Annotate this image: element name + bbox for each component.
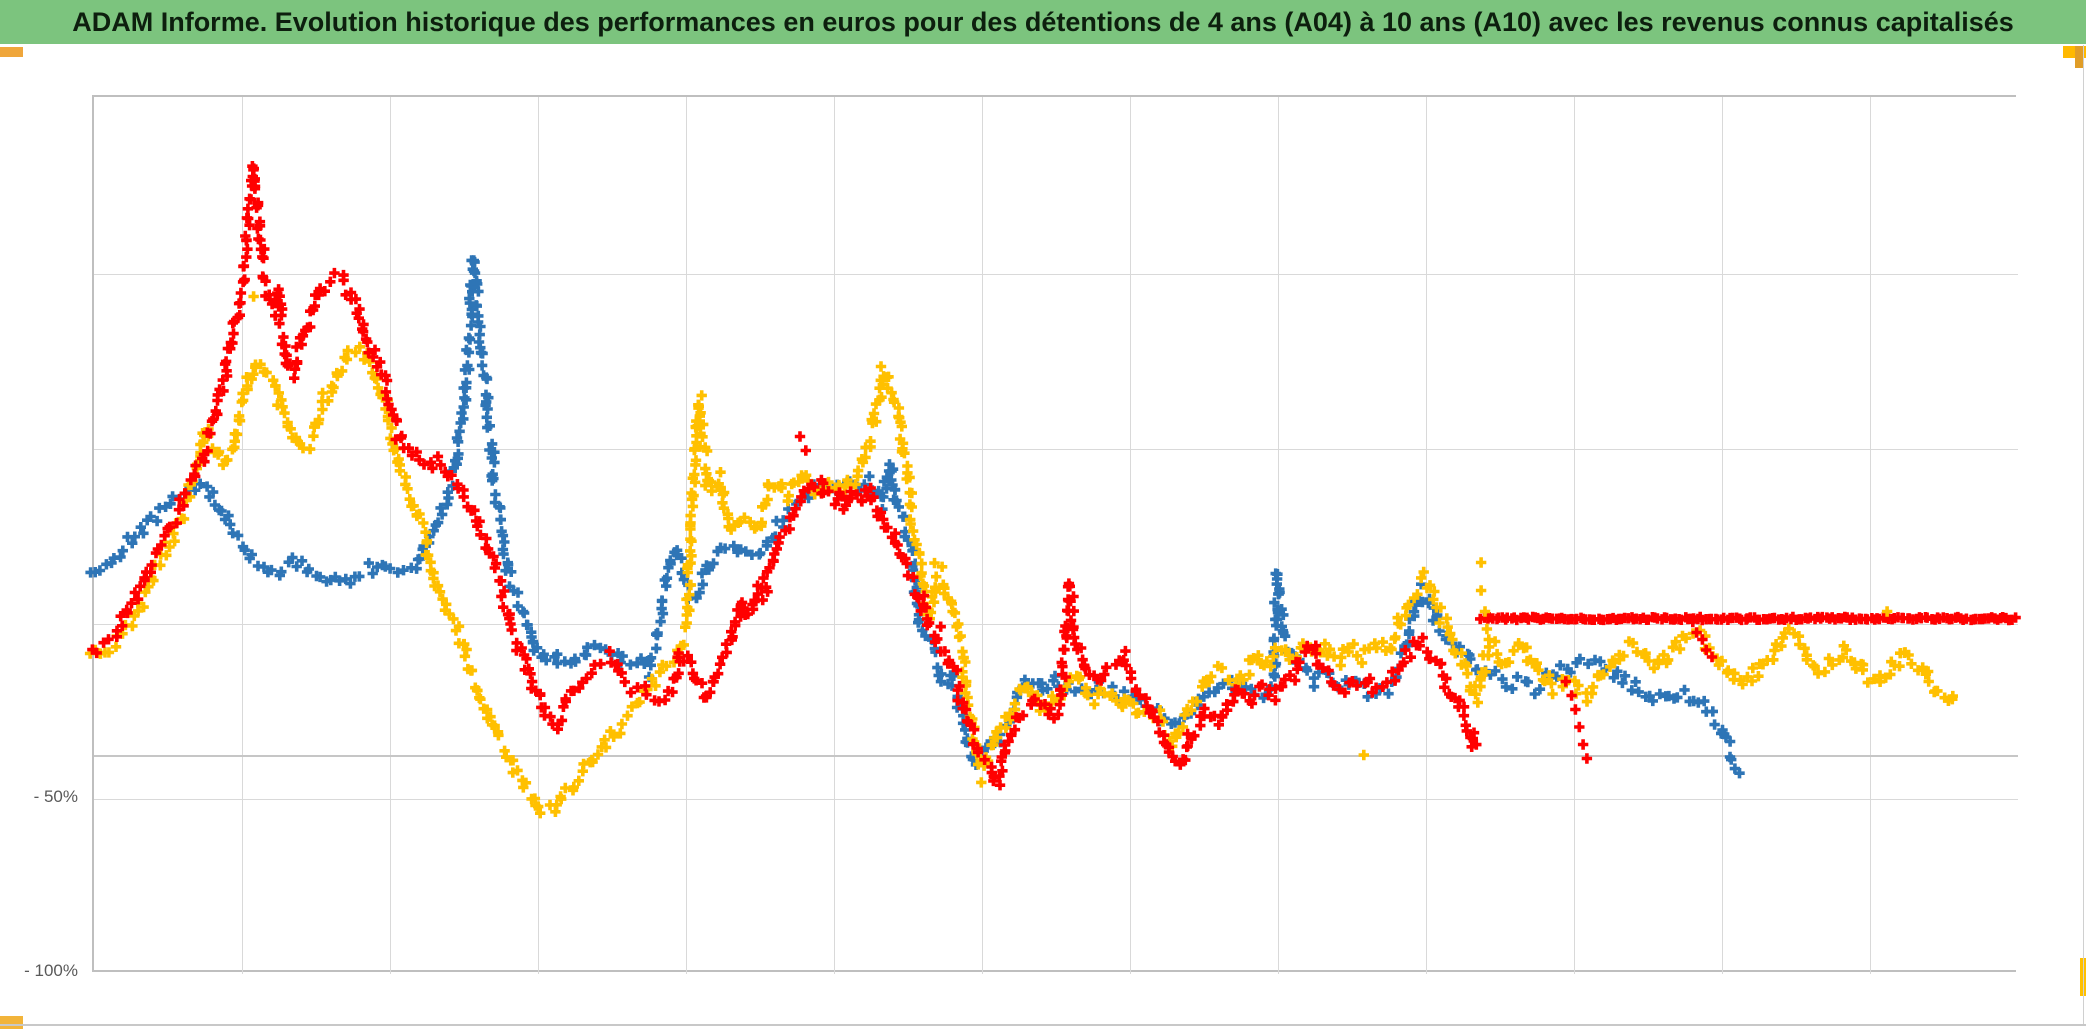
sheet-selection-corner-icon: [2075, 46, 2083, 68]
vertical-gridline: [538, 97, 539, 974]
chart-frame-right-border: [2083, 45, 2084, 1025]
vertical-gridline: [390, 97, 391, 974]
vertical-gridline: [242, 97, 243, 974]
vertical-gridline: [1426, 97, 1427, 974]
horizontal-gridline: [94, 449, 2018, 450]
vertical-gridline: [982, 97, 983, 974]
sheet-selection-mark-bottom-left: [0, 1016, 23, 1029]
vertical-gridline: [1278, 97, 1279, 974]
chart-title: ADAM Informe. Evolution historique des p…: [72, 6, 2014, 37]
vertical-gridline: [686, 97, 687, 974]
plot-area: [92, 95, 2018, 974]
horizontal-gridline: [94, 624, 2018, 625]
horizontal-gridline: [94, 274, 2018, 275]
vertical-gridline: [834, 97, 835, 974]
sheet-bottom-rule: [0, 1024, 2086, 1026]
y-axis-tick-label-minus-50: - 50%: [33, 787, 78, 806]
y-axis-tick-label-minus-100: - 100%: [24, 961, 78, 980]
vertical-gridline: [1870, 97, 1871, 974]
vertical-gridline: [1722, 97, 1723, 974]
vertical-gridline: [1574, 97, 1575, 974]
horizontal-gridline: [94, 799, 2018, 800]
chart-title-banner: ADAM Informe. Evolution historique des p…: [0, 0, 2086, 44]
vertical-gridline: [1130, 97, 1131, 974]
horizontal-axis-line: [94, 754, 2018, 757]
sheet-selection-mark-top-left: [0, 47, 23, 57]
